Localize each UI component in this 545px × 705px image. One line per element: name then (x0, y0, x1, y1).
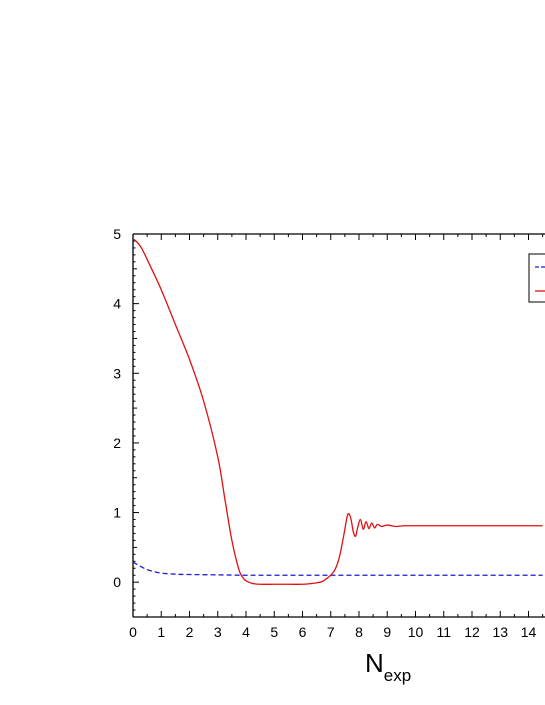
x-tick-label: 9 (383, 624, 391, 640)
x-tick-label: 6 (299, 624, 307, 640)
x-axis-label-subscript: exp (384, 666, 411, 685)
y-tick-label: 4 (113, 296, 121, 312)
x-tick-label: 10 (408, 624, 424, 640)
y-tick-label: 5 (113, 226, 121, 242)
x-tick-label: 12 (464, 624, 480, 640)
x-tick-label: 3 (214, 624, 222, 640)
x-axis-label: Nexp (365, 648, 411, 685)
series-line-1 (133, 561, 543, 576)
legend (528, 253, 545, 303)
x-tick-label: 8 (355, 624, 363, 640)
legend-box (528, 253, 545, 303)
x-tick-label: 11 (436, 624, 451, 640)
x-axis-label-main: N (365, 648, 384, 678)
x-tick-label: 4 (242, 624, 250, 640)
y-tick-label: 3 (113, 365, 121, 381)
x-tick-label: 5 (270, 624, 278, 640)
x-tick-label: 0 (129, 624, 137, 640)
y-tick-label: 0 (113, 574, 121, 590)
x-tick-label: 7 (327, 624, 335, 640)
x-tick-label: 14 (521, 624, 537, 640)
y-tick-label: 2 (113, 435, 121, 451)
y-tick-label: 1 (113, 505, 121, 521)
x-tick-label: 13 (492, 624, 508, 640)
series-line-2 (133, 238, 543, 585)
x-tick-label: 2 (186, 624, 194, 640)
series-layer (133, 238, 543, 585)
x-tick-label: 1 (157, 624, 165, 640)
